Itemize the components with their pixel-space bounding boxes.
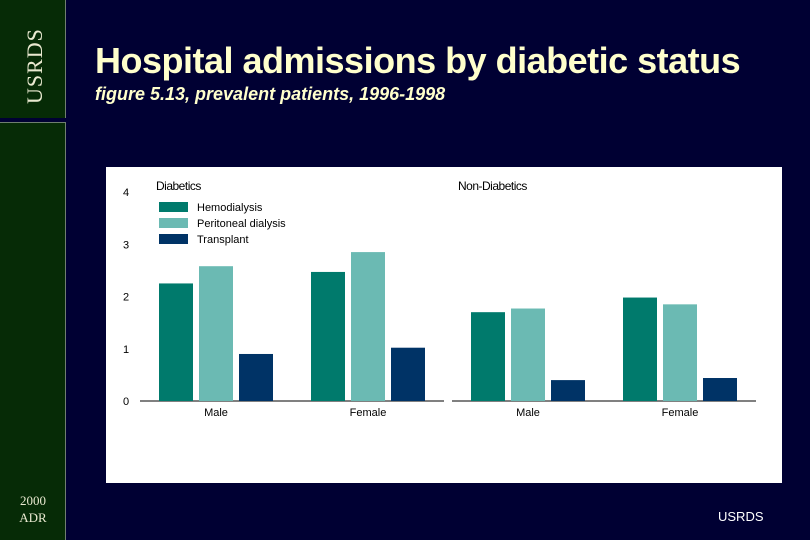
sidebar-top-panel xyxy=(0,0,66,118)
bar-hemodialysis xyxy=(623,297,657,401)
legend-swatch xyxy=(159,234,188,244)
legend-swatch xyxy=(159,202,188,212)
page-subtitle: figure 5.13, prevalent patients, 1996-19… xyxy=(95,84,446,104)
y-tick-label: 3 xyxy=(123,239,129,251)
bar-transplant xyxy=(239,353,273,401)
y-tick-label: 1 xyxy=(123,344,129,356)
x-category-label: Female xyxy=(662,407,699,419)
y-tick-label: 4 xyxy=(123,187,129,199)
bar-transplant xyxy=(391,347,425,401)
sidebar-bottom-panel xyxy=(0,122,66,540)
sidebar-divider xyxy=(0,118,66,122)
bar-hemodialysis xyxy=(311,271,345,401)
bar-peritoneal-dialysis xyxy=(351,252,385,401)
bar-peritoneal-dialysis xyxy=(511,308,545,401)
legend-label: Peritoneal dialysis xyxy=(197,218,286,230)
x-category-label: Male xyxy=(516,407,540,419)
bar-peritoneal-dialysis xyxy=(663,304,697,401)
chart-panel: 0 1 2 3 4 Diabetics Male Female Non-Diabetics Mal… xyxy=(106,167,782,483)
y-tick-label: 0 xyxy=(123,396,129,408)
bar-chart: 0 1 2 3 4 Diabetics Male Female Non-Diabetics Mal… xyxy=(123,179,756,419)
sidebar-year: 2000 xyxy=(20,493,46,508)
legend-label: Hemodialysis xyxy=(197,202,263,214)
bar-transplant xyxy=(551,380,585,401)
x-category-label: Female xyxy=(350,407,387,419)
footer-label: USRDS xyxy=(718,509,764,524)
x-category-label: Male xyxy=(204,407,228,419)
legend-swatch xyxy=(159,218,188,228)
bar-peritoneal-dialysis xyxy=(199,266,233,401)
panel-title: Non-Diabetics xyxy=(458,179,527,193)
bar-transplant xyxy=(703,378,737,401)
panel-title: Diabetics xyxy=(156,179,201,193)
page-title: Hospital admissions by diabetic status xyxy=(95,40,741,81)
sidebar-adr: ADR xyxy=(19,510,47,525)
sidebar-usrds-label: USRDS xyxy=(22,28,47,104)
bar-hemodialysis xyxy=(471,312,505,401)
bar-hemodialysis xyxy=(159,283,193,401)
y-tick-label: 2 xyxy=(123,292,129,304)
legend-label: Transplant xyxy=(197,234,249,246)
